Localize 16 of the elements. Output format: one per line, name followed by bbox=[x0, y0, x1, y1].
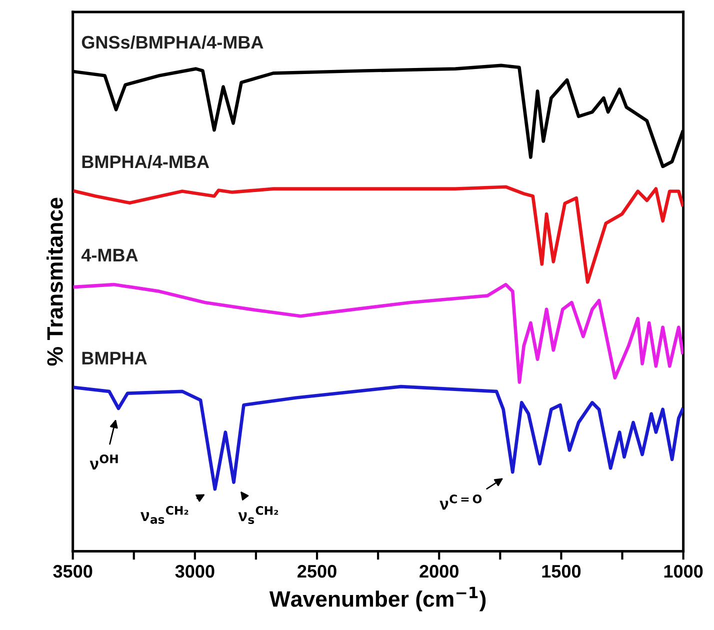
series-label: GNSs/BMPHA/4-MBA bbox=[82, 35, 264, 49]
series-label: 4-MBA bbox=[81, 248, 138, 262]
x-tick-label: 1000 bbox=[664, 564, 703, 578]
annotation: ν$^{OH}$ bbox=[90, 454, 118, 470]
x-tick-label: 2000 bbox=[420, 564, 458, 578]
x-tick-label: 2500 bbox=[298, 564, 336, 578]
annotation: ν$_{s}$$^{CH₂}$ bbox=[238, 506, 278, 524]
annotation: ν$^{C=O}$ bbox=[440, 494, 482, 510]
x-tick-label: 3500 bbox=[53, 564, 92, 578]
annotation: ν$_{as}$$^{CH₂}$ bbox=[140, 506, 188, 524]
x-tick-label: 3000 bbox=[175, 564, 214, 578]
series-label: BMPHA/4-MBA bbox=[82, 154, 210, 168]
x-axis-title: Wavenumber (cm$^{−1}$) bbox=[269, 586, 486, 612]
series-label: BMPHA bbox=[82, 352, 147, 364]
y-axis-title: % Transmitance bbox=[46, 198, 63, 366]
x-tick-label: 1500 bbox=[542, 564, 581, 578]
